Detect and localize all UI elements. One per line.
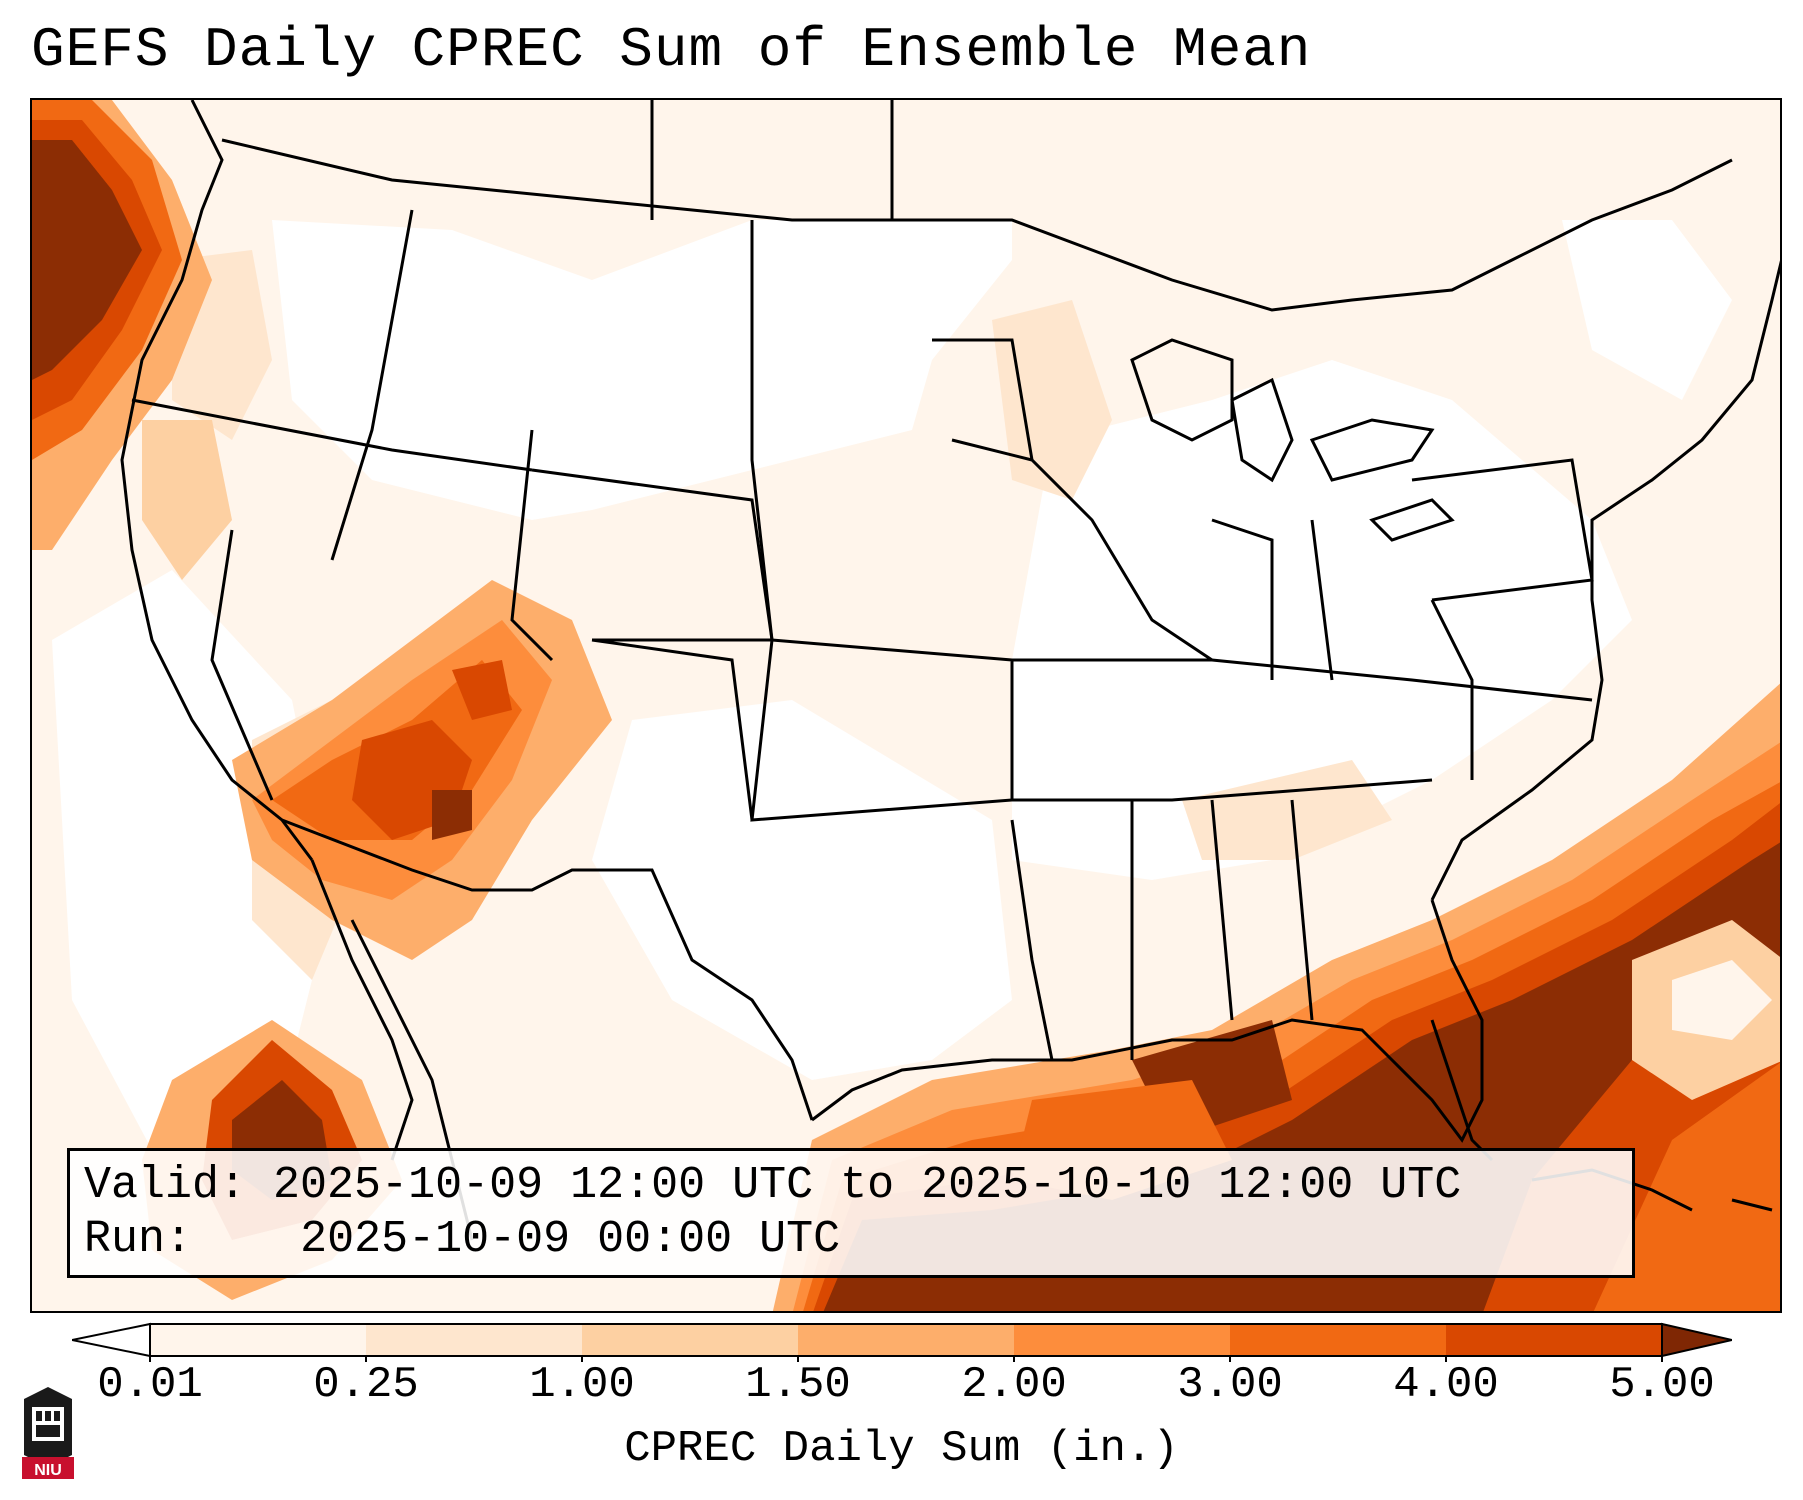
colorbar-tick-label: 0.25 xyxy=(313,1360,419,1410)
boundaries xyxy=(120,100,1780,1241)
colorbar-tick-label: 4.00 xyxy=(1393,1360,1499,1410)
svg-text:NIU: NIU xyxy=(34,1462,62,1479)
colorbar-label: CPREC Daily Sum (in.) xyxy=(624,1424,1179,1474)
map-title: GEFS Daily CPREC Sum of Ensemble Mean xyxy=(31,18,1312,82)
colorbar-frame xyxy=(149,1323,1663,1357)
colorbar-segment xyxy=(798,1324,1015,1356)
colorbar-segment xyxy=(1446,1324,1663,1356)
precip-field xyxy=(32,100,1780,1311)
colorbar-tick-label: 2.00 xyxy=(961,1360,1067,1410)
precip-map xyxy=(30,98,1782,1313)
colorbar-tick-label: 1.50 xyxy=(745,1360,851,1410)
run-label: Run: xyxy=(84,1214,193,1265)
valid-value: 2025-10-09 12:00 UTC to 2025-10-10 12:00… xyxy=(273,1160,1462,1211)
colorbar-tick-label: 5.00 xyxy=(1609,1360,1715,1410)
map-canvas xyxy=(32,100,1780,1311)
colorbar-over-triangle xyxy=(1661,1322,1732,1358)
validity-info-box: Valid: 2025-10-09 12:00 UTC to 2025-10-1… xyxy=(67,1148,1635,1278)
valid-label: Valid: xyxy=(84,1160,247,1211)
colorbar-segment xyxy=(1230,1324,1447,1356)
colorbar-segment xyxy=(1014,1324,1231,1356)
colorbar-tick-label: 3.00 xyxy=(1177,1360,1283,1410)
colorbar-segment xyxy=(582,1324,799,1356)
colorbar-segment xyxy=(150,1324,367,1356)
colorbar-under-triangle xyxy=(72,1322,151,1358)
run-value: 2025-10-09 00:00 UTC xyxy=(300,1214,841,1265)
colorbar-segment xyxy=(366,1324,583,1356)
colorbar xyxy=(72,1322,1732,1362)
colorbar-tick-label: 0.01 xyxy=(97,1360,203,1410)
colorbar-tick-label: 1.00 xyxy=(529,1360,635,1410)
niu-logo: NIU xyxy=(22,1387,74,1479)
